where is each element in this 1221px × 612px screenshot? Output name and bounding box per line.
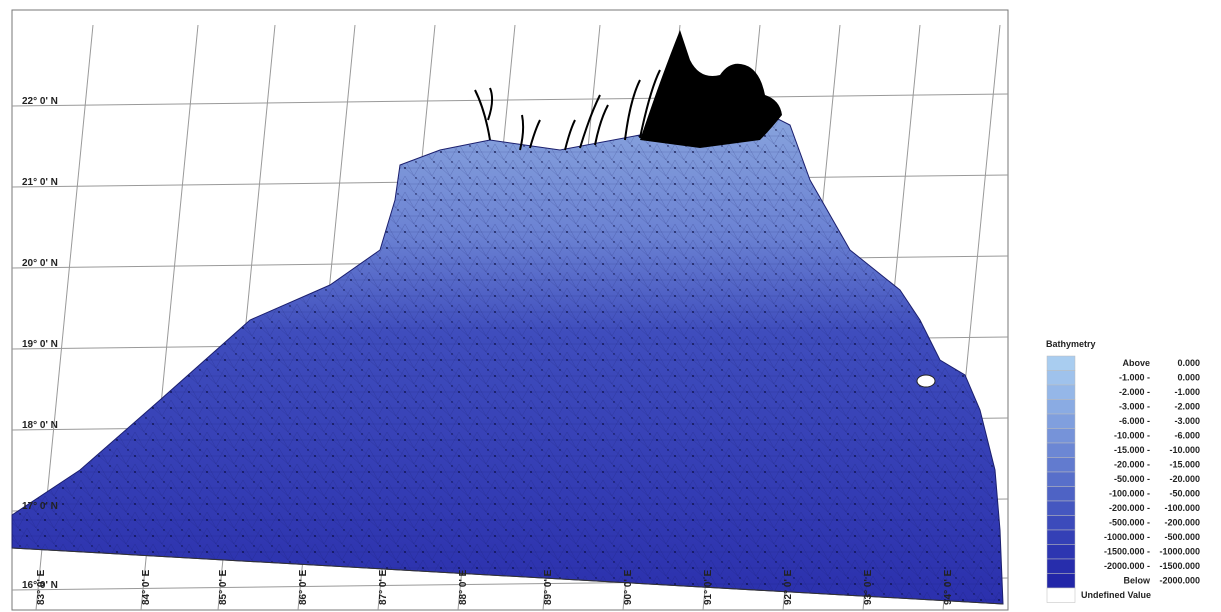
longitude-label: 89° 0' E xyxy=(543,569,554,605)
screenshot: 22° 0' N 21° 0' N 20° 0' N 19° 0' N 18° 0' N… xyxy=(0,0,1221,612)
legend-range-to: -1.000 xyxy=(1174,387,1200,397)
legend-range-to: -20.000 xyxy=(1169,474,1200,484)
longitude-label: 87° 0' E xyxy=(378,569,389,605)
legend-swatch xyxy=(1047,414,1075,429)
map: 22° 0' N 21° 0' N 20° 0' N 19° 0' N 18° 0' N… xyxy=(0,0,1221,612)
latitude-label: 22° 0' N xyxy=(22,96,58,107)
latitude-label: 19° 0' N xyxy=(22,339,58,350)
legend-swatch xyxy=(1047,501,1075,516)
legend-range-from: Above xyxy=(1122,358,1150,368)
legend-swatch xyxy=(1047,443,1075,458)
legend-swatch xyxy=(1047,458,1075,473)
longitude-label: 83° 0' E xyxy=(36,569,47,605)
legend-swatch xyxy=(1047,371,1075,386)
legend-range-to: -200.000 xyxy=(1164,518,1200,528)
legend-range-from: -500.000 - xyxy=(1109,518,1150,528)
legend-range-to: -2000.000 xyxy=(1159,576,1200,586)
legend-range-from: Below xyxy=(1123,576,1151,586)
legend-swatch xyxy=(1047,487,1075,502)
legend-range-to: -1000.000 xyxy=(1159,547,1200,557)
legend-range-to: -6.000 xyxy=(1174,431,1200,441)
legend-swatch xyxy=(1047,356,1075,371)
legend-range-from: -1000.000 - xyxy=(1104,532,1150,542)
longitude-label: 93° 0' E xyxy=(863,569,874,605)
legend-swatch xyxy=(1047,559,1075,574)
latitude-label: 18° 0' N xyxy=(22,420,58,431)
legend-range-from: -15.000 - xyxy=(1114,445,1150,455)
legend-swatch xyxy=(1047,516,1075,531)
legend-swatch xyxy=(1047,530,1075,545)
legend-swatch xyxy=(1047,429,1075,444)
legend-swatch xyxy=(1047,545,1075,560)
legend-range-to: -15.000 xyxy=(1169,460,1200,470)
legend-range-to: -1500.000 xyxy=(1159,561,1200,571)
legend-range-from: -2000.000 - xyxy=(1104,561,1150,571)
legend-range-to: 0.000 xyxy=(1177,358,1200,368)
legend-range-from: -50.000 - xyxy=(1114,474,1150,484)
longitude-label: 85° 0' E xyxy=(218,569,229,605)
legend-range-from: -1500.000 - xyxy=(1104,547,1150,557)
longitude-label: 90° 0' E xyxy=(623,569,634,605)
longitude-label: 94° 0' E xyxy=(943,569,954,605)
legend-range-from: -20.000 - xyxy=(1114,460,1150,470)
latitude-label: 20° 0' N xyxy=(22,258,58,269)
legend-range-to: -100.000 xyxy=(1164,503,1200,513)
legend-range-from: -1.000 - xyxy=(1119,373,1150,383)
island xyxy=(917,375,935,387)
longitude-label: 86° 0' E xyxy=(298,569,309,605)
latitude-label: 21° 0' N xyxy=(22,177,58,188)
legend-swatch xyxy=(1047,400,1075,415)
legend-range-to: -50.000 xyxy=(1169,489,1200,499)
legend-swatch xyxy=(1047,588,1075,603)
legend-range-from: -6.000 - xyxy=(1119,416,1150,426)
legend-range-from: -200.000 - xyxy=(1109,503,1150,513)
legend-swatch xyxy=(1047,574,1075,589)
legend-range-from: -2.000 - xyxy=(1119,387,1150,397)
longitude-label: 88° 0' E xyxy=(458,569,469,605)
legend-range-from: -3.000 - xyxy=(1119,402,1150,412)
longitude-label: 91° 0' E xyxy=(703,569,714,605)
legend-range-from: Undefined Value xyxy=(1081,590,1151,600)
legend-range-to: 0.000 xyxy=(1177,373,1200,383)
legend-range-to: -3.000 xyxy=(1174,416,1200,426)
legend-range-to: -2.000 xyxy=(1174,402,1200,412)
legend-swatch xyxy=(1047,472,1075,487)
legend-title: Bathymetry xyxy=(1046,339,1096,349)
legend-range-to: -500.000 xyxy=(1164,532,1200,542)
longitude-label: 92° 0' E xyxy=(783,569,794,605)
legend-range-from: -100.000 - xyxy=(1109,489,1150,499)
legend-range-to: -10.000 xyxy=(1169,445,1200,455)
longitude-label: 84° 0' E xyxy=(141,569,152,605)
legend: Bathymetry Above 0.000 -1.000 - 0.000 -2.000 … xyxy=(1046,339,1200,603)
latitude-label: 17° 0' N xyxy=(22,501,58,512)
legend-range-from: -10.000 - xyxy=(1114,431,1150,441)
legend-swatch xyxy=(1047,385,1075,400)
